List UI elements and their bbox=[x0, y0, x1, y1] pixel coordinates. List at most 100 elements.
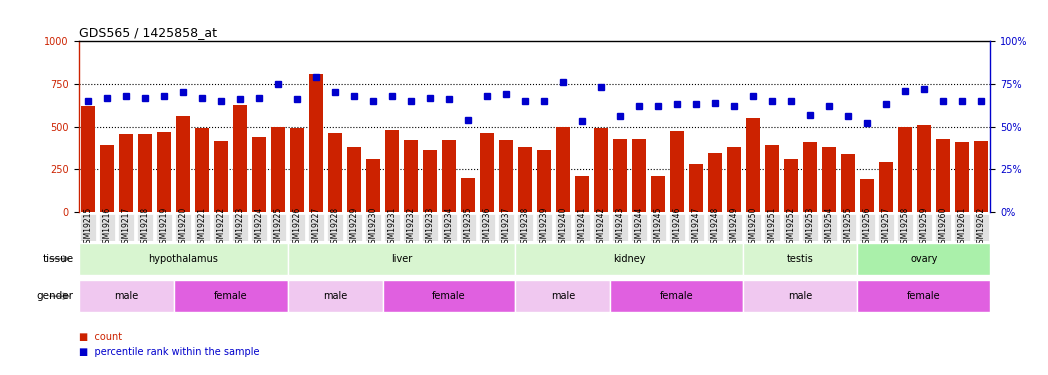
FancyBboxPatch shape bbox=[973, 214, 989, 241]
Bar bbox=[195, 128, 209, 212]
Text: GDS565 / 1425858_at: GDS565 / 1425858_at bbox=[79, 26, 217, 39]
Bar bbox=[386, 130, 398, 212]
Bar bbox=[613, 138, 627, 212]
FancyBboxPatch shape bbox=[706, 214, 723, 241]
Bar bbox=[860, 180, 874, 212]
Bar bbox=[575, 176, 589, 212]
Text: GSM19260: GSM19260 bbox=[938, 207, 947, 248]
FancyBboxPatch shape bbox=[745, 214, 761, 241]
FancyBboxPatch shape bbox=[650, 214, 667, 241]
Text: GSM19229: GSM19229 bbox=[350, 207, 358, 248]
Text: GSM19241: GSM19241 bbox=[577, 207, 587, 248]
Bar bbox=[784, 159, 798, 212]
Bar bbox=[917, 125, 931, 212]
FancyBboxPatch shape bbox=[402, 214, 419, 241]
FancyBboxPatch shape bbox=[554, 214, 571, 241]
Text: GSM19252: GSM19252 bbox=[786, 207, 795, 248]
Text: GSM19248: GSM19248 bbox=[711, 207, 719, 248]
Bar bbox=[743, 243, 857, 275]
FancyBboxPatch shape bbox=[612, 214, 628, 241]
Bar bbox=[708, 153, 722, 212]
Text: male: male bbox=[323, 291, 347, 301]
Text: GSM19253: GSM19253 bbox=[806, 207, 814, 248]
FancyBboxPatch shape bbox=[858, 214, 875, 241]
Text: kidney: kidney bbox=[613, 254, 646, 264]
Bar bbox=[174, 280, 287, 312]
FancyBboxPatch shape bbox=[536, 214, 552, 241]
Bar bbox=[765, 146, 779, 212]
Bar bbox=[651, 176, 664, 212]
Text: GSM19226: GSM19226 bbox=[292, 207, 302, 248]
Text: liver: liver bbox=[391, 254, 412, 264]
Text: GSM19233: GSM19233 bbox=[425, 207, 435, 248]
Bar bbox=[857, 243, 990, 275]
Bar bbox=[309, 74, 323, 212]
Text: GSM19225: GSM19225 bbox=[274, 207, 283, 248]
FancyBboxPatch shape bbox=[839, 214, 856, 241]
Bar bbox=[287, 280, 383, 312]
Text: GSM19250: GSM19250 bbox=[748, 207, 758, 248]
Bar bbox=[743, 280, 857, 312]
Text: GSM19245: GSM19245 bbox=[654, 207, 662, 248]
Bar bbox=[879, 162, 893, 212]
Text: GSM19234: GSM19234 bbox=[444, 207, 454, 248]
Text: GSM19254: GSM19254 bbox=[825, 207, 833, 248]
Bar bbox=[119, 134, 133, 212]
FancyBboxPatch shape bbox=[954, 214, 970, 241]
Bar bbox=[79, 243, 287, 275]
Text: GSM19240: GSM19240 bbox=[559, 207, 567, 248]
Bar bbox=[461, 178, 475, 212]
Text: GSM19259: GSM19259 bbox=[919, 207, 929, 248]
Text: GSM19243: GSM19243 bbox=[615, 207, 625, 248]
FancyBboxPatch shape bbox=[308, 214, 324, 241]
FancyBboxPatch shape bbox=[916, 214, 932, 241]
Text: gender: gender bbox=[37, 291, 73, 301]
Text: hypothalamus: hypothalamus bbox=[148, 254, 218, 264]
Bar bbox=[610, 280, 743, 312]
FancyBboxPatch shape bbox=[80, 214, 96, 241]
Text: GSM19238: GSM19238 bbox=[521, 207, 529, 248]
Text: GSM19235: GSM19235 bbox=[463, 207, 473, 248]
Text: GSM19219: GSM19219 bbox=[159, 207, 169, 248]
Text: ■  count: ■ count bbox=[79, 332, 122, 342]
Text: tissue: tissue bbox=[42, 254, 73, 264]
Bar bbox=[516, 243, 743, 275]
Text: testis: testis bbox=[787, 254, 814, 264]
Text: GSM19222: GSM19222 bbox=[217, 207, 225, 248]
Text: female: female bbox=[214, 291, 247, 301]
Text: GSM19244: GSM19244 bbox=[634, 207, 643, 248]
Text: GSM19217: GSM19217 bbox=[122, 207, 131, 248]
Bar bbox=[287, 243, 516, 275]
FancyBboxPatch shape bbox=[687, 214, 704, 241]
Text: GSM19258: GSM19258 bbox=[900, 207, 910, 248]
Bar bbox=[823, 147, 835, 212]
Bar bbox=[727, 147, 741, 212]
FancyBboxPatch shape bbox=[726, 214, 742, 241]
Text: GSM19218: GSM19218 bbox=[140, 207, 150, 248]
Bar bbox=[442, 140, 456, 212]
Bar bbox=[367, 159, 379, 212]
Bar bbox=[842, 154, 854, 212]
Text: female: female bbox=[908, 291, 941, 301]
Text: GSM19251: GSM19251 bbox=[767, 207, 777, 248]
FancyBboxPatch shape bbox=[250, 214, 267, 241]
Bar bbox=[234, 105, 246, 212]
Text: male: male bbox=[788, 291, 812, 301]
FancyBboxPatch shape bbox=[498, 214, 515, 241]
FancyBboxPatch shape bbox=[897, 214, 913, 241]
FancyBboxPatch shape bbox=[631, 214, 647, 241]
Bar bbox=[347, 147, 361, 212]
FancyBboxPatch shape bbox=[517, 214, 533, 241]
FancyBboxPatch shape bbox=[479, 214, 495, 241]
Text: GSM19220: GSM19220 bbox=[178, 207, 188, 248]
Text: GSM19242: GSM19242 bbox=[596, 207, 606, 248]
Bar bbox=[803, 142, 816, 212]
Text: GSM19236: GSM19236 bbox=[482, 207, 492, 248]
Bar bbox=[955, 142, 968, 212]
Text: GSM19232: GSM19232 bbox=[407, 207, 415, 248]
Bar bbox=[480, 134, 494, 212]
Text: GSM19261: GSM19261 bbox=[958, 207, 966, 248]
Text: GSM19228: GSM19228 bbox=[330, 207, 340, 248]
Bar bbox=[253, 137, 266, 212]
Text: GSM19216: GSM19216 bbox=[103, 207, 111, 248]
